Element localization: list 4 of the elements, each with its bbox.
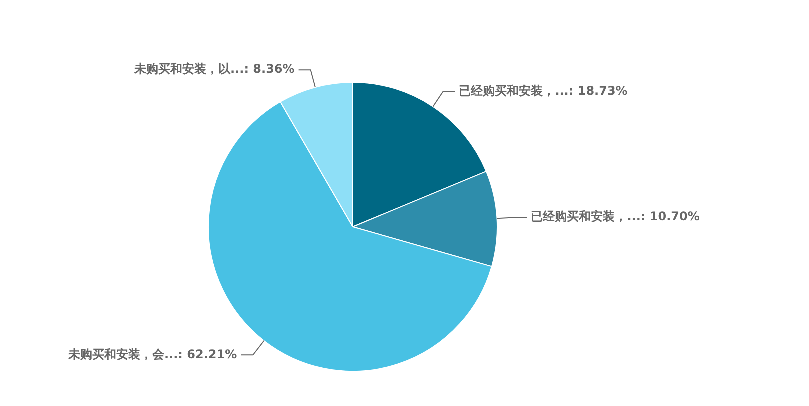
slice-label: 已经购买和安装，...: 10.70% (531, 210, 700, 224)
slice-label: 未购买和安装，会...: 62.21% (67, 347, 238, 362)
slice-label: 已经购买和安装，...: 18.73% (459, 84, 628, 98)
slice-label: 未购买和安装，以...: 8.36% (134, 62, 295, 76)
